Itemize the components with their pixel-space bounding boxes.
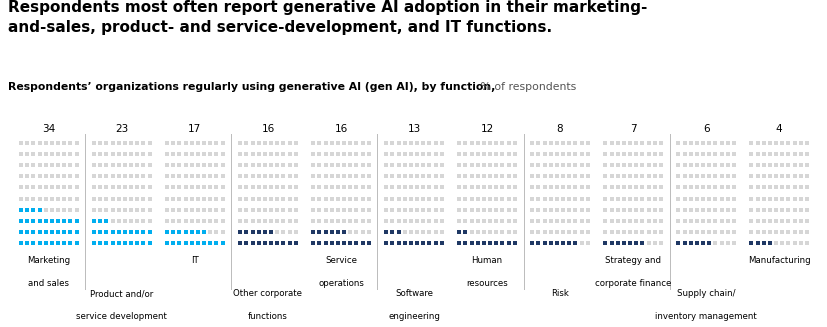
Text: % of respondents: % of respondents <box>476 82 576 92</box>
Text: 16: 16 <box>334 124 347 134</box>
Text: engineering: engineering <box>388 312 439 321</box>
Text: 12: 12 <box>480 124 493 134</box>
Text: Software: Software <box>394 289 433 298</box>
Text: inventory management: inventory management <box>654 312 756 321</box>
Text: 8: 8 <box>556 124 562 134</box>
Text: operations: operations <box>318 279 364 288</box>
Text: IT: IT <box>191 256 198 265</box>
Text: 13: 13 <box>407 124 420 134</box>
Text: functions: functions <box>248 312 288 321</box>
Text: Other corporate: Other corporate <box>233 289 302 298</box>
Text: Manufacturing: Manufacturing <box>747 256 810 265</box>
Text: Strategy and: Strategy and <box>605 256 660 265</box>
Text: Respondents most often report generative AI adoption in their marketing-
and-sal: Respondents most often report generative… <box>8 0 647 35</box>
Text: Human: Human <box>471 256 502 265</box>
Text: Risk: Risk <box>551 289 568 298</box>
Text: 17: 17 <box>188 124 201 134</box>
Text: resources: resources <box>466 279 507 288</box>
Text: 34: 34 <box>42 124 55 134</box>
Text: 7: 7 <box>629 124 636 134</box>
Text: service development: service development <box>76 312 167 321</box>
Text: 23: 23 <box>115 124 128 134</box>
Text: 16: 16 <box>261 124 275 134</box>
Text: Service: Service <box>324 256 356 265</box>
Text: Respondents’ organizations regularly using generative AI (gen AI), by function,: Respondents’ organizations regularly usi… <box>8 82 495 92</box>
Text: corporate finance: corporate finance <box>594 279 671 288</box>
Text: Product and/or: Product and/or <box>90 289 153 298</box>
Text: Marketing: Marketing <box>27 256 70 265</box>
Text: 6: 6 <box>702 124 709 134</box>
Text: and sales: and sales <box>28 279 69 288</box>
Text: Supply chain/: Supply chain/ <box>676 289 734 298</box>
Text: 4: 4 <box>775 124 782 134</box>
